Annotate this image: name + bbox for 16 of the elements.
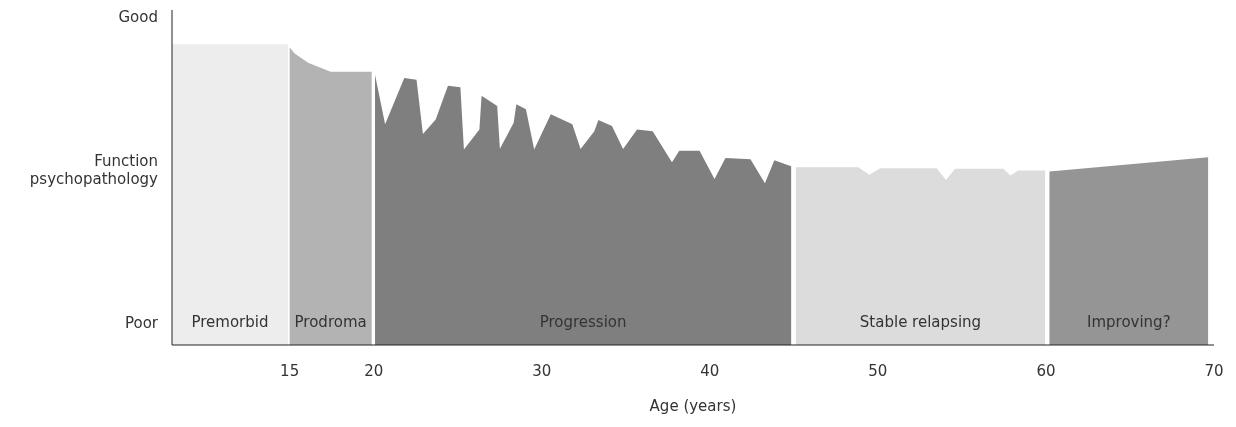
x-tick-label: 15 [280, 361, 300, 380]
series-label: Premorbid [191, 312, 269, 331]
text: Poor [124, 314, 158, 332]
x-tick-label: 60 [1036, 361, 1056, 380]
series-label: Stable relapsing [859, 312, 982, 331]
series-label: Improving? [1086, 312, 1171, 331]
x-tick-label: 30 [532, 361, 552, 380]
x-tick-label: 50 [868, 361, 888, 380]
text: Good [118, 8, 158, 26]
x-tick-label: 20 [364, 361, 384, 380]
text: Function psychopathology [29, 152, 158, 188]
x-tick-label: 40 [700, 361, 720, 380]
x-tick-label: 70 [1204, 361, 1224, 380]
series-label: Progression [539, 312, 627, 331]
series-label: Prodroma [294, 312, 367, 331]
x-axis-title: Age (years) [649, 397, 737, 415]
